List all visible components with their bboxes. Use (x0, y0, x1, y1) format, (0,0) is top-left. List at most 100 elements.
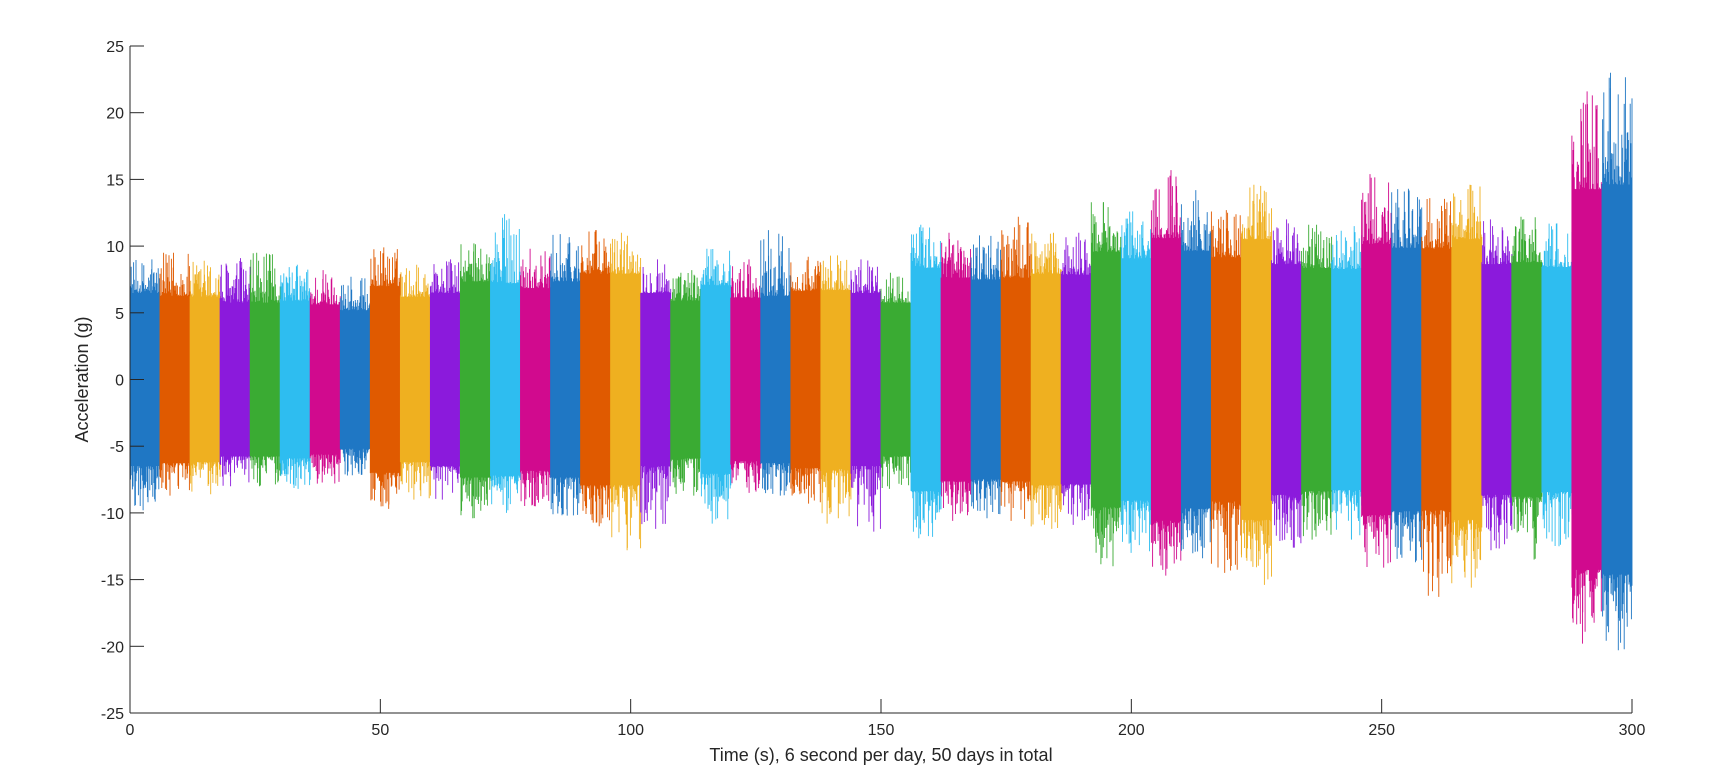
y-tick-label: -25 (101, 706, 124, 723)
y-tick-label: 25 (106, 39, 124, 56)
series-trace (910, 224, 942, 539)
series-day-35 (1150, 170, 1182, 576)
series-day-31 (1030, 232, 1062, 529)
series-day-23 (790, 256, 822, 504)
series-trace (1241, 184, 1272, 585)
series-day-44 (1421, 198, 1453, 597)
series-trace (610, 232, 642, 551)
series-day-8 (339, 276, 371, 476)
series-day-46 (1481, 219, 1513, 551)
series-day-20 (700, 248, 732, 524)
series-day-50 (1601, 72, 1633, 651)
series-trace (1180, 190, 1212, 559)
series-day-39 (1271, 219, 1302, 548)
y-tick-label: -20 (101, 639, 124, 656)
series-trace (970, 235, 1002, 519)
y-tick-label: 15 (106, 172, 124, 189)
series-trace (850, 259, 882, 532)
series-day-16 (580, 230, 612, 527)
series-trace (1271, 219, 1302, 548)
series-day-41 (1331, 226, 1363, 540)
series-day-5 (249, 252, 281, 487)
series-trace (1481, 219, 1513, 551)
series-day-36 (1180, 190, 1212, 559)
series-trace (760, 230, 792, 496)
series-trace (369, 247, 401, 509)
y-tick-label: -10 (101, 506, 124, 523)
series-day-27 (910, 224, 942, 539)
y-tick-label: -15 (101, 573, 124, 590)
series-day-14 (520, 248, 551, 507)
series-bands (129, 72, 1633, 651)
series-day-28 (940, 232, 972, 521)
series-trace (1601, 72, 1633, 651)
series-trace (1571, 91, 1603, 644)
series-day-10 (399, 264, 431, 500)
x-axis-ticks: 0 50 100 150 200 250 300 (126, 699, 1645, 739)
series-trace (1391, 188, 1423, 563)
series-trace (459, 243, 491, 519)
series-day-45 (1451, 184, 1483, 588)
series-trace (580, 230, 612, 527)
series-day-21 (730, 259, 762, 493)
series-day-40 (1301, 224, 1333, 540)
series-trace (309, 270, 341, 484)
series-trace (1511, 216, 1543, 560)
series-trace (1451, 184, 1483, 588)
series-day-49 (1571, 91, 1603, 644)
series-day-48 (1541, 223, 1573, 547)
series-trace (279, 264, 311, 489)
series-day-29 (970, 235, 1002, 519)
series-trace (700, 248, 732, 524)
series-trace (1000, 216, 1032, 521)
series-day-34 (1120, 211, 1152, 553)
series-trace (249, 252, 281, 487)
series-trace (790, 256, 822, 504)
series-day-6 (279, 264, 311, 489)
series-day-11 (429, 259, 461, 500)
series-trace (1090, 202, 1122, 567)
series-day-13 (490, 214, 521, 513)
series-trace (820, 255, 852, 524)
series-trace (490, 214, 521, 513)
y-tick-label: 20 (106, 106, 124, 123)
series-day-33 (1090, 202, 1122, 567)
series-trace (1421, 198, 1453, 597)
series-day-25 (850, 259, 882, 532)
series-trace (129, 259, 161, 511)
series-trace (1120, 211, 1152, 553)
series-trace (670, 270, 702, 496)
x-tick-label: 50 (371, 722, 389, 739)
series-day-38 (1241, 184, 1272, 585)
series-trace (429, 259, 461, 500)
series-day-1 (129, 259, 161, 511)
y-tick-label: 10 (106, 239, 124, 256)
series-day-4 (219, 258, 251, 487)
series-day-22 (760, 230, 792, 496)
series-day-42 (1361, 174, 1393, 568)
series-day-15 (550, 234, 582, 516)
y-axis-label: Acceleration (g) (72, 316, 92, 442)
series-day-2 (159, 252, 191, 496)
series-trace (339, 276, 371, 476)
series-day-12 (459, 243, 491, 519)
series-day-7 (309, 270, 341, 484)
series-day-26 (880, 272, 912, 489)
series-trace (189, 260, 221, 495)
series-trace (1331, 226, 1363, 540)
y-tick-label: 5 (115, 306, 124, 323)
series-day-37 (1210, 210, 1242, 573)
x-tick-label: 0 (126, 722, 135, 739)
series-day-9 (369, 247, 401, 509)
series-trace (550, 234, 582, 516)
series-trace (1210, 210, 1242, 573)
x-tick-label: 100 (617, 722, 644, 739)
y-axis-ticks: -25 -20 -15 -10 -5 0 5 10 15 20 25 (101, 39, 144, 723)
series-trace (640, 259, 672, 529)
series-trace (219, 258, 251, 487)
x-tick-label: 200 (1118, 722, 1145, 739)
series-trace (880, 272, 912, 489)
series-trace (520, 248, 551, 507)
series-day-19 (670, 270, 702, 496)
